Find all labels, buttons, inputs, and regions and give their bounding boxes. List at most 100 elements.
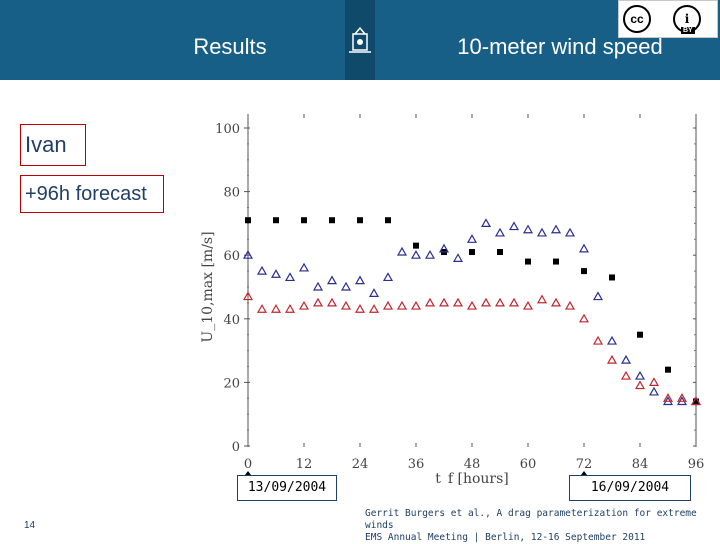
data-point-triangle bbox=[564, 300, 576, 310]
data-point-square bbox=[413, 242, 419, 249]
data-point-triangle bbox=[480, 218, 492, 228]
data-point-triangle bbox=[242, 249, 254, 259]
data-point-triangle bbox=[480, 297, 492, 307]
wind-speed-chart: 0 20 40 60 80 100 0 12 24 36 48 60 72 84 96 U_10,max [m… bbox=[196, 100, 720, 487]
data-point-triangle bbox=[368, 288, 380, 297]
by-label: BY bbox=[681, 27, 695, 34]
cc-license-badge[interactable]: cc i BY bbox=[618, 0, 718, 38]
data-point-triangle bbox=[522, 224, 534, 234]
end-date-label: 16/09/2004 bbox=[569, 475, 691, 501]
y-tick-label: 60 bbox=[223, 249, 240, 264]
data-point-triangle bbox=[354, 304, 366, 313]
page-number: 14 bbox=[24, 520, 36, 531]
data-point-triangle bbox=[606, 354, 618, 364]
data-point-triangle bbox=[340, 281, 352, 291]
data-point-triangle bbox=[242, 291, 254, 301]
data-point-triangle bbox=[466, 234, 478, 243]
data-point-triangle bbox=[396, 300, 408, 310]
data-point-square bbox=[637, 331, 643, 338]
data-point-triangle bbox=[326, 297, 338, 307]
forecast-label: +96h forecast bbox=[20, 175, 164, 213]
data-point-triangle bbox=[634, 380, 646, 390]
data-point-square bbox=[525, 258, 531, 265]
x-tick-label: 72 bbox=[576, 457, 593, 472]
data-point-triangle bbox=[410, 300, 422, 310]
data-point-triangle bbox=[256, 265, 268, 275]
data-point-triangle bbox=[256, 304, 268, 313]
data-point-triangle bbox=[396, 246, 408, 256]
section-title: Results bbox=[193, 34, 267, 59]
y-tick-label: 20 bbox=[223, 376, 240, 391]
y-tick-label: 80 bbox=[223, 186, 240, 201]
data-point-triangle bbox=[536, 227, 548, 237]
data-point-square bbox=[665, 366, 671, 373]
x-tick-label: 0 bbox=[244, 457, 252, 472]
data-point-triangle bbox=[270, 304, 282, 313]
data-point-triangle bbox=[578, 313, 590, 323]
x-tick-label: 84 bbox=[632, 457, 649, 472]
x-tick-label: 24 bbox=[352, 457, 369, 472]
data-point-triangle bbox=[606, 335, 618, 345]
data-point-triangle bbox=[648, 386, 660, 396]
data-point-triangle bbox=[662, 393, 674, 402]
data-point-triangle bbox=[438, 297, 450, 307]
data-point-triangle bbox=[620, 370, 632, 380]
data-point-triangle bbox=[648, 377, 660, 386]
footer-credit: Gerrit Burgers et al., A drag parameteri… bbox=[365, 508, 720, 544]
data-point-triangle bbox=[564, 227, 576, 237]
data-point-triangle bbox=[298, 262, 310, 272]
data-point-square bbox=[469, 249, 475, 256]
data-point-triangle bbox=[494, 227, 506, 237]
data-point-triangle bbox=[634, 370, 646, 380]
credit-line-2: EMS Annual Meeting | Berlin, 12-16 Septe… bbox=[365, 532, 646, 543]
credit-line-1: Gerrit Burgers et al., A drag parameteri… bbox=[365, 508, 697, 531]
data-point-triangle bbox=[326, 275, 338, 285]
data-point-square bbox=[497, 249, 503, 256]
data-point-triangle bbox=[340, 300, 352, 310]
y-tick-label: 0 bbox=[232, 440, 240, 455]
x-tick-label: 12 bbox=[296, 457, 313, 472]
data-point-triangle bbox=[424, 297, 436, 307]
data-point-triangle bbox=[508, 221, 520, 231]
data-point-square bbox=[693, 398, 699, 405]
data-point-triangle bbox=[620, 354, 632, 364]
x-tick-label: 60 bbox=[520, 457, 537, 472]
data-point-square bbox=[245, 217, 251, 224]
data-point-triangle bbox=[592, 335, 604, 345]
data-point-triangle bbox=[578, 243, 590, 253]
chart-svg: 0 20 40 60 80 100 0 12 24 36 48 60 72 84 96 U_10,max [m… bbox=[200, 114, 705, 487]
data-point-triangle bbox=[354, 275, 366, 285]
coat-of-arms-logo bbox=[345, 0, 375, 80]
start-date-label: 13/09/2004 bbox=[237, 475, 337, 501]
data-point-triangle bbox=[410, 249, 422, 259]
data-point-triangle bbox=[368, 304, 380, 313]
data-point-triangle bbox=[522, 300, 534, 310]
data-point-triangle bbox=[550, 224, 562, 234]
x-tick-label: 36 bbox=[408, 457, 425, 472]
data-point-triangle bbox=[592, 291, 604, 301]
data-point-triangle bbox=[438, 243, 450, 253]
data-point-triangle bbox=[550, 297, 562, 307]
data-point-square bbox=[581, 268, 587, 275]
data-point-triangle bbox=[298, 300, 310, 310]
x-tick-label: 48 bbox=[464, 457, 481, 472]
data-point-triangle bbox=[312, 281, 324, 291]
data-point-triangle bbox=[508, 297, 520, 307]
data-point-square bbox=[553, 258, 559, 265]
data-point-square bbox=[273, 217, 279, 224]
x-tick-label: 96 bbox=[688, 457, 705, 472]
data-point-square bbox=[609, 274, 615, 281]
data-point-triangle bbox=[382, 300, 394, 310]
data-point-triangle bbox=[284, 304, 296, 313]
data-point-triangle bbox=[452, 253, 464, 262]
data-point-triangle bbox=[424, 249, 436, 259]
data-point-triangle bbox=[382, 272, 394, 282]
data-point-triangle bbox=[270, 269, 282, 278]
storm-label: Ivan bbox=[20, 124, 86, 166]
data-point-triangle bbox=[284, 272, 296, 282]
data-point-triangle bbox=[452, 297, 464, 307]
data-point-square bbox=[329, 217, 335, 224]
data-point-triangle bbox=[466, 300, 478, 310]
data-point-triangle bbox=[690, 396, 702, 406]
y-axis-title: U_10,max [m/s] bbox=[200, 231, 216, 342]
